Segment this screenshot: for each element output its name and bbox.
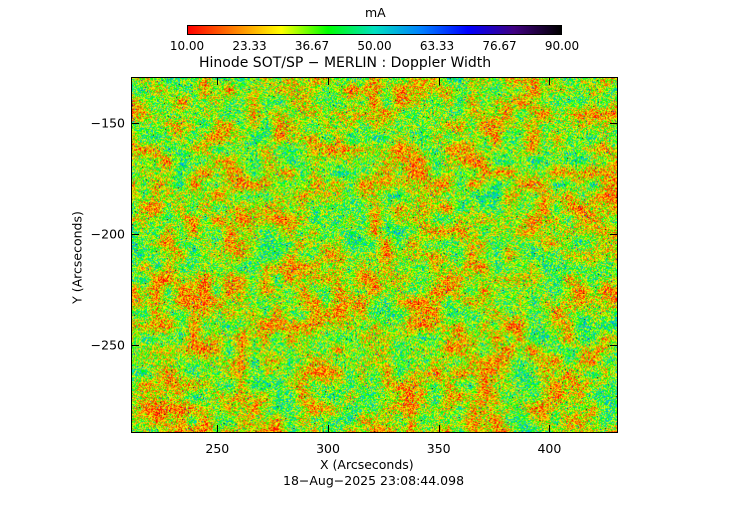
axis-tick-mark xyxy=(328,77,329,85)
axis-tick-mark xyxy=(610,233,618,235)
chart-title: Hinode SOT/SP − MERLIN : Doppler Width xyxy=(199,55,492,71)
x-tick-label: 300 xyxy=(316,441,340,456)
axis-tick-mark xyxy=(438,425,440,433)
x-tick-label: 250 xyxy=(205,441,230,456)
axis-tick-mark xyxy=(217,77,219,85)
doppler-width-image xyxy=(132,78,617,432)
colorbar-tick-label: 23.33 xyxy=(232,39,267,53)
colorbar-tick-label: 90.00 xyxy=(544,39,580,53)
axis-tick-mark xyxy=(217,425,219,433)
axis-tick-mark xyxy=(610,344,618,346)
colorbar-tick-label: 36.67 xyxy=(294,39,330,53)
timestamp: 18−Aug−2025 23:08:44.098 xyxy=(283,473,465,488)
colorbar-tick-label: 63.33 xyxy=(419,39,455,53)
axis-tick-mark xyxy=(328,425,329,433)
x-tick-label: 400 xyxy=(537,441,562,456)
y-tick-label: −250 xyxy=(90,337,125,353)
doppler-width-map xyxy=(131,77,618,433)
axis-tick-mark xyxy=(438,77,440,85)
colorbar-unit-label: mA xyxy=(365,5,386,20)
axis-tick-mark xyxy=(131,233,139,235)
colorbar-tick-label: 50.00 xyxy=(357,39,392,53)
colorbar xyxy=(187,25,562,35)
axis-tick-mark xyxy=(610,123,618,125)
axis-tick-mark xyxy=(131,344,139,346)
x-axis-label: X (Arcseconds) xyxy=(320,457,414,472)
axis-tick-mark xyxy=(549,77,551,85)
axis-tick-mark xyxy=(549,425,551,433)
colorbar-tick-label: 76.67 xyxy=(482,39,517,53)
y-tick-label: −200 xyxy=(90,226,125,242)
x-tick-label: 350 xyxy=(426,441,451,456)
y-tick-label: −150 xyxy=(90,115,125,131)
colorbar-tick-label: 10.00 xyxy=(169,39,205,53)
axis-tick-mark xyxy=(131,123,139,125)
y-axis-label: Y (Arcseconds) xyxy=(69,211,85,304)
